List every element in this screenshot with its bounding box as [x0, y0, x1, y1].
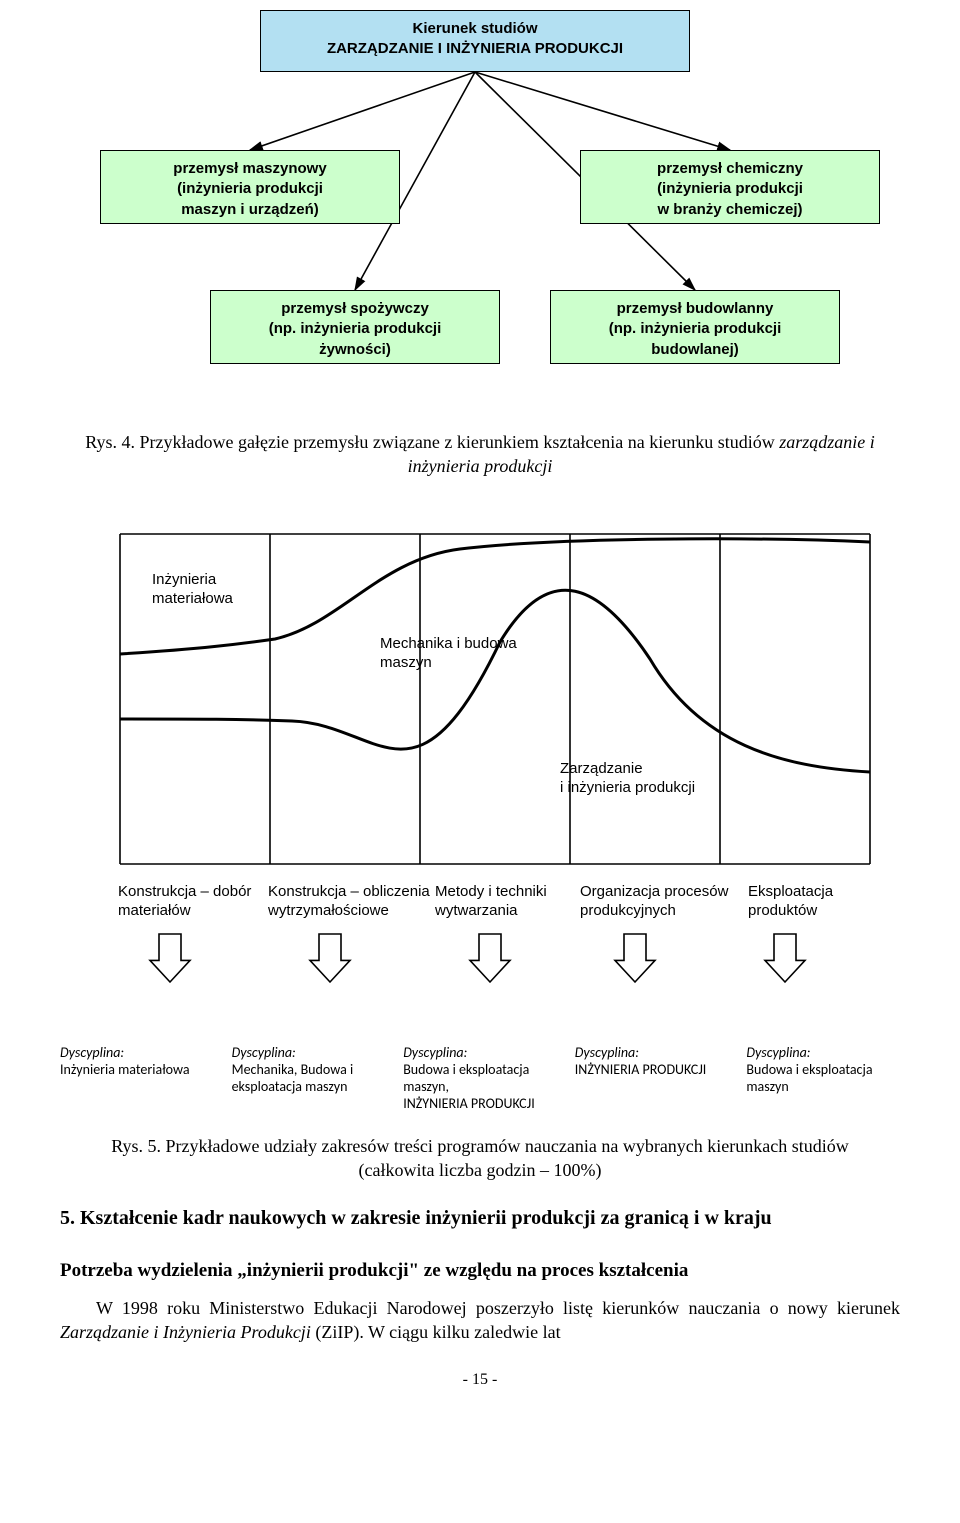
- discipline-value: INŻYNIERIA PRODUKCJI: [575, 1061, 729, 1078]
- discipline-column: Dyscyplina:Inżynieria materiałowa: [60, 1044, 214, 1112]
- discipline-value: Mechanika, Budowa i eksploatacja maszyn: [232, 1061, 386, 1095]
- caption-rys5-line1: Rys. 5. Przykładowe udziały zakresów tre…: [111, 1136, 849, 1156]
- green-box-maszynowy: przemysł maszynowy(inżynieria produkcjim…: [100, 150, 400, 224]
- chart-label: Konstrukcja – dobórmateriałów: [118, 882, 251, 921]
- discipline-label: Dyscyplina:: [232, 1044, 386, 1061]
- diagram-rys4: Kierunek studiówZARZĄDZANIE I INŻYNIERIA…: [60, 0, 900, 420]
- discipline-value: Budowa i eksploatacja maszyn: [746, 1061, 900, 1095]
- page-number: - 15 -: [60, 1371, 900, 1389]
- green-box-chemiczny: przemysł chemiczny(inżynieria produkcjiw…: [580, 150, 880, 224]
- discipline-column: Dyscyplina:Mechanika, Budowa i eksploata…: [232, 1044, 386, 1112]
- caption-rys4-text: Rys. 4. Przykładowe gałęzie przemysłu zw…: [85, 432, 779, 452]
- discipline-label: Dyscyplina:: [575, 1044, 729, 1061]
- caption-rys5: Rys. 5. Przykładowe udziały zakresów tre…: [60, 1134, 900, 1183]
- body-italic: Zarządzanie i Inżynieria Produkcji: [60, 1322, 311, 1342]
- discipline-label: Dyscyplina:: [746, 1044, 900, 1061]
- chart-label: Eksploatacjaproduktów: [748, 882, 833, 921]
- discipline-column: Dyscyplina:Budowa i eksploatacja maszyn,…: [403, 1044, 557, 1112]
- discipline-column: Dyscyplina:Budowa i eksploatacja maszyn: [746, 1044, 900, 1112]
- discipline-column: Dyscyplina:INŻYNIERIA PRODUKCJI: [575, 1044, 729, 1112]
- chart-label: Mechanika i budowamaszyn: [380, 634, 517, 673]
- chart-label: Inżynieriamateriałowa: [152, 570, 233, 609]
- caption-rys4: Rys. 4. Przykładowe gałęzie przemysłu zw…: [60, 430, 900, 479]
- body-post: (ZiIP). W ciągu kilku zaledwie lat: [311, 1322, 561, 1342]
- body-paragraph: W 1998 roku Ministerstwo Edukacji Narodo…: [60, 1296, 900, 1345]
- chart-label: Metody i technikiwytwarzania: [435, 882, 547, 921]
- discipline-label: Dyscyplina:: [403, 1044, 557, 1061]
- chart-label: Organizacja procesówprodukcyjnych: [580, 882, 728, 921]
- chart-rys5: Inżynieriamateriałowa Mechanika i budowam…: [60, 504, 900, 1034]
- section-5-heading: 5. Kształcenie kadr naukowych w zakresie…: [60, 1207, 900, 1230]
- caption-rys5-line2: (całkowita liczba godzin – 100%): [359, 1160, 602, 1180]
- discipline-value: Budowa i eksploatacja maszyn,INŻYNIERIA …: [403, 1061, 557, 1112]
- subhead-potrzeba: Potrzeba wydzielenia „inżynierii produkc…: [60, 1260, 900, 1282]
- green-box-budowlanny: przemysł budowlanny(np. inżynieria produ…: [550, 290, 840, 364]
- disciplines-row: Dyscyplina:Inżynieria materiałowaDyscypl…: [60, 1044, 900, 1112]
- chart-label: Zarządzaniei inżynieria produkcji: [560, 759, 695, 798]
- discipline-label: Dyscyplina:: [60, 1044, 214, 1061]
- top-box: Kierunek studiówZARZĄDZANIE I INŻYNIERIA…: [260, 10, 690, 72]
- chart-label: Konstrukcja – obliczeniawytrzymałościowe: [268, 882, 430, 921]
- body-pre: W 1998 roku Ministerstwo Edukacji Narodo…: [96, 1298, 900, 1318]
- green-box-spozywczy: przemysł spożywczy(np. inżynieria produk…: [210, 290, 500, 364]
- discipline-value: Inżynieria materiałowa: [60, 1061, 214, 1078]
